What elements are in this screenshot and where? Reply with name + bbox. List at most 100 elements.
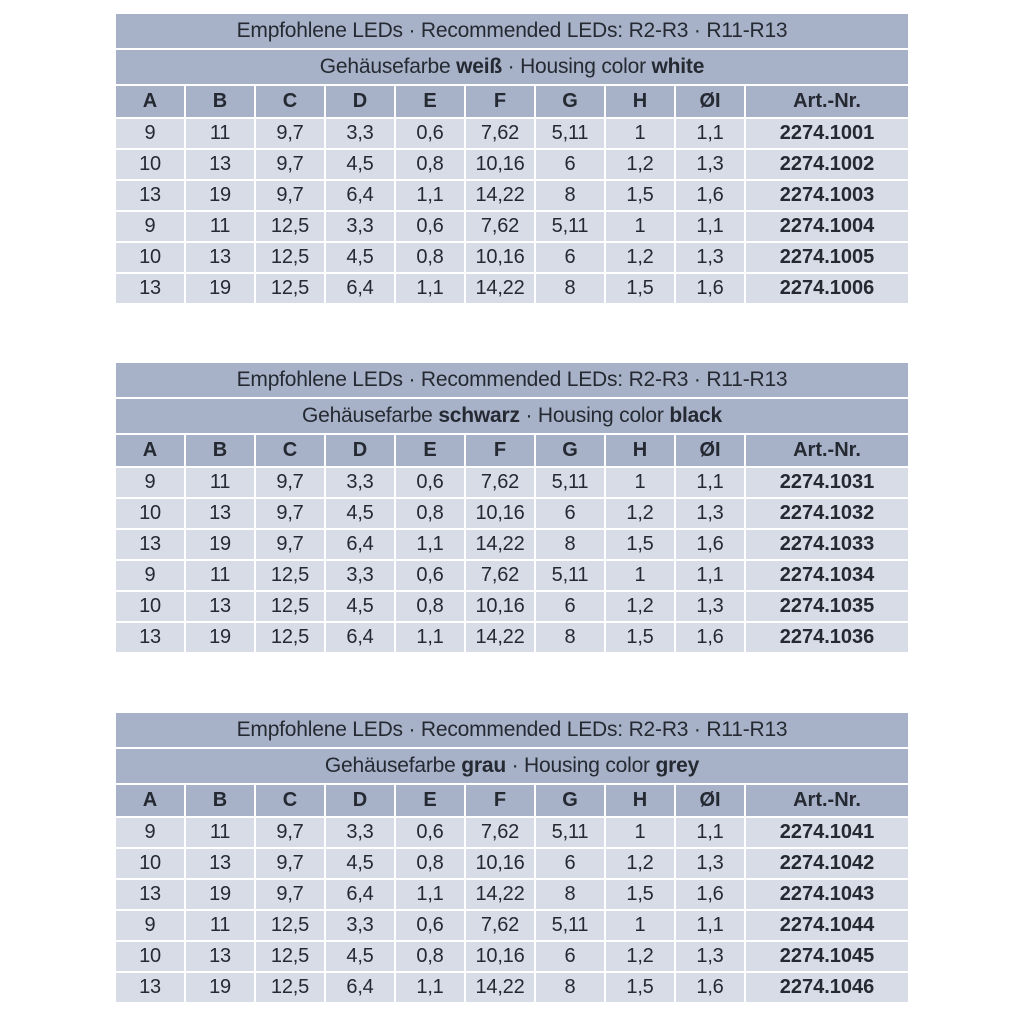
- column-header-b: B: [186, 86, 254, 117]
- table-row: 13 19 12,5 6,4 1,1 14,22 8 1,5 1,6 2274.1036: [116, 623, 908, 652]
- value-cell: 9: [116, 818, 184, 847]
- value-cell: 0,6: [396, 468, 464, 497]
- value-cell: 1,1: [676, 911, 744, 940]
- value-cell: 1,6: [676, 880, 744, 909]
- value-cell: 7,62: [466, 561, 534, 590]
- value-cell: 19: [186, 973, 254, 1002]
- value-cell: 1: [606, 119, 674, 148]
- value-cell: 14,22: [466, 181, 534, 210]
- value-cell: 13: [116, 274, 184, 303]
- value-cell: 12,5: [256, 274, 324, 303]
- value-cell: 10: [116, 592, 184, 621]
- table-row: 13 19 9,7 6,4 1,1 14,22 8 1,5 1,6 2274.1033: [116, 530, 908, 559]
- column-header-artnr: Art.-Nr.: [746, 86, 908, 117]
- subtitle-color-de: grau: [461, 754, 506, 777]
- artnr-cell: 2274.1032: [746, 499, 908, 528]
- value-cell: 0,8: [396, 150, 464, 179]
- value-cell: 6,4: [326, 274, 394, 303]
- value-cell: 9,7: [256, 181, 324, 210]
- title-row: Empfohlene LEDs · Recommended LEDs: R2-R…: [116, 713, 908, 747]
- value-cell: 7,62: [466, 818, 534, 847]
- column-header-a: A: [116, 435, 184, 466]
- subtitle-prefix: Gehäusefarbe: [319, 55, 451, 78]
- led-table-grey: Empfohlene LEDs · Recommended LEDs: R2-R…: [114, 711, 910, 1004]
- column-header-f: F: [466, 785, 534, 816]
- value-cell: 7,62: [466, 911, 534, 940]
- column-header-g: G: [536, 86, 604, 117]
- subtitle-prefix: Gehäusefarbe: [301, 404, 433, 427]
- column-header-row: A B C D E F G H ØI Art.-Nr.: [116, 785, 908, 816]
- value-cell: 0,8: [396, 592, 464, 621]
- column-header-g: G: [536, 785, 604, 816]
- value-cell: 10: [116, 849, 184, 878]
- value-cell: 14,22: [466, 880, 534, 909]
- artnr-cell: 2274.1001: [746, 119, 908, 148]
- column-header-artnr: Art.-Nr.: [746, 785, 908, 816]
- value-cell: 12,5: [256, 942, 324, 971]
- value-cell: 4,5: [326, 150, 394, 179]
- value-cell: 10: [116, 942, 184, 971]
- value-cell: 8: [536, 181, 604, 210]
- value-cell: 12,5: [256, 561, 324, 590]
- value-cell: 6: [536, 243, 604, 272]
- value-cell: 13: [116, 181, 184, 210]
- value-cell: 1,2: [606, 849, 674, 878]
- value-cell: 11: [186, 468, 254, 497]
- subtitle-color-de: schwarz: [438, 404, 520, 427]
- value-cell: 1,1: [676, 818, 744, 847]
- value-cell: 1,3: [676, 942, 744, 971]
- value-cell: 6,4: [326, 181, 394, 210]
- value-cell: 5,11: [536, 468, 604, 497]
- value-cell: 6,4: [326, 530, 394, 559]
- value-cell: 0,8: [396, 499, 464, 528]
- value-cell: 4,5: [326, 592, 394, 621]
- subtitle-row: Gehäusefarbe grau · Housing color grey: [116, 749, 908, 783]
- value-cell: 10,16: [466, 243, 534, 272]
- value-cell: 1,1: [676, 468, 744, 497]
- column-header-f: F: [466, 86, 534, 117]
- value-cell: 1,1: [396, 181, 464, 210]
- artnr-cell: 2274.1046: [746, 973, 908, 1002]
- artnr-cell: 2274.1044: [746, 911, 908, 940]
- value-cell: 8: [536, 623, 604, 652]
- value-cell: 1,2: [606, 243, 674, 272]
- value-cell: 6,4: [326, 880, 394, 909]
- value-cell: 4,5: [326, 499, 394, 528]
- column-header-d: D: [326, 435, 394, 466]
- column-header-e: E: [396, 785, 464, 816]
- value-cell: 1,5: [606, 623, 674, 652]
- subtitle-row: Gehäusefarbe weiß · Housing color white: [116, 50, 908, 84]
- table-row: 13 19 12,5 6,4 1,1 14,22 8 1,5 1,6 2274.1006: [116, 274, 908, 303]
- value-cell: 9: [116, 911, 184, 940]
- value-cell: 3,3: [326, 818, 394, 847]
- value-cell: 9,7: [256, 150, 324, 179]
- value-cell: 0,6: [396, 818, 464, 847]
- column-header-row: A B C D E F G H ØI Art.-Nr.: [116, 86, 908, 117]
- column-header-f: F: [466, 435, 534, 466]
- subtitle-color-de: weiß: [456, 55, 503, 78]
- value-cell: 1,1: [396, 973, 464, 1002]
- value-cell: 4,5: [326, 243, 394, 272]
- table-row: 10 13 12,5 4,5 0,8 10,16 6 1,2 1,3 2274.1045: [116, 942, 908, 971]
- value-cell: 9: [116, 561, 184, 590]
- value-cell: 5,11: [536, 818, 604, 847]
- value-cell: 13: [186, 592, 254, 621]
- table-subtitle: Gehäusefarbe weiß · Housing color white: [116, 50, 908, 84]
- table-row: 10 13 12,5 4,5 0,8 10,16 6 1,2 1,3 2274.1005: [116, 243, 908, 272]
- value-cell: 10,16: [466, 592, 534, 621]
- column-header-e: E: [396, 435, 464, 466]
- subtitle-color-en: white: [651, 55, 705, 78]
- artnr-cell: 2274.1006: [746, 274, 908, 303]
- artnr-cell: 2274.1004: [746, 212, 908, 241]
- value-cell: 5,11: [536, 119, 604, 148]
- value-cell: 12,5: [256, 911, 324, 940]
- table-row: 9 11 9,7 3,3 0,6 7,62 5,11 1 1,1 2274.1031: [116, 468, 908, 497]
- value-cell: 11: [186, 561, 254, 590]
- value-cell: 9: [116, 119, 184, 148]
- value-cell: 10: [116, 150, 184, 179]
- value-cell: 8: [536, 274, 604, 303]
- table-subtitle: Gehäusefarbe grau · Housing color grey: [116, 749, 908, 783]
- led-table-black: Empfohlene LEDs · Recommended LEDs: R2-R…: [114, 361, 910, 654]
- value-cell: 19: [186, 181, 254, 210]
- value-cell: 6: [536, 942, 604, 971]
